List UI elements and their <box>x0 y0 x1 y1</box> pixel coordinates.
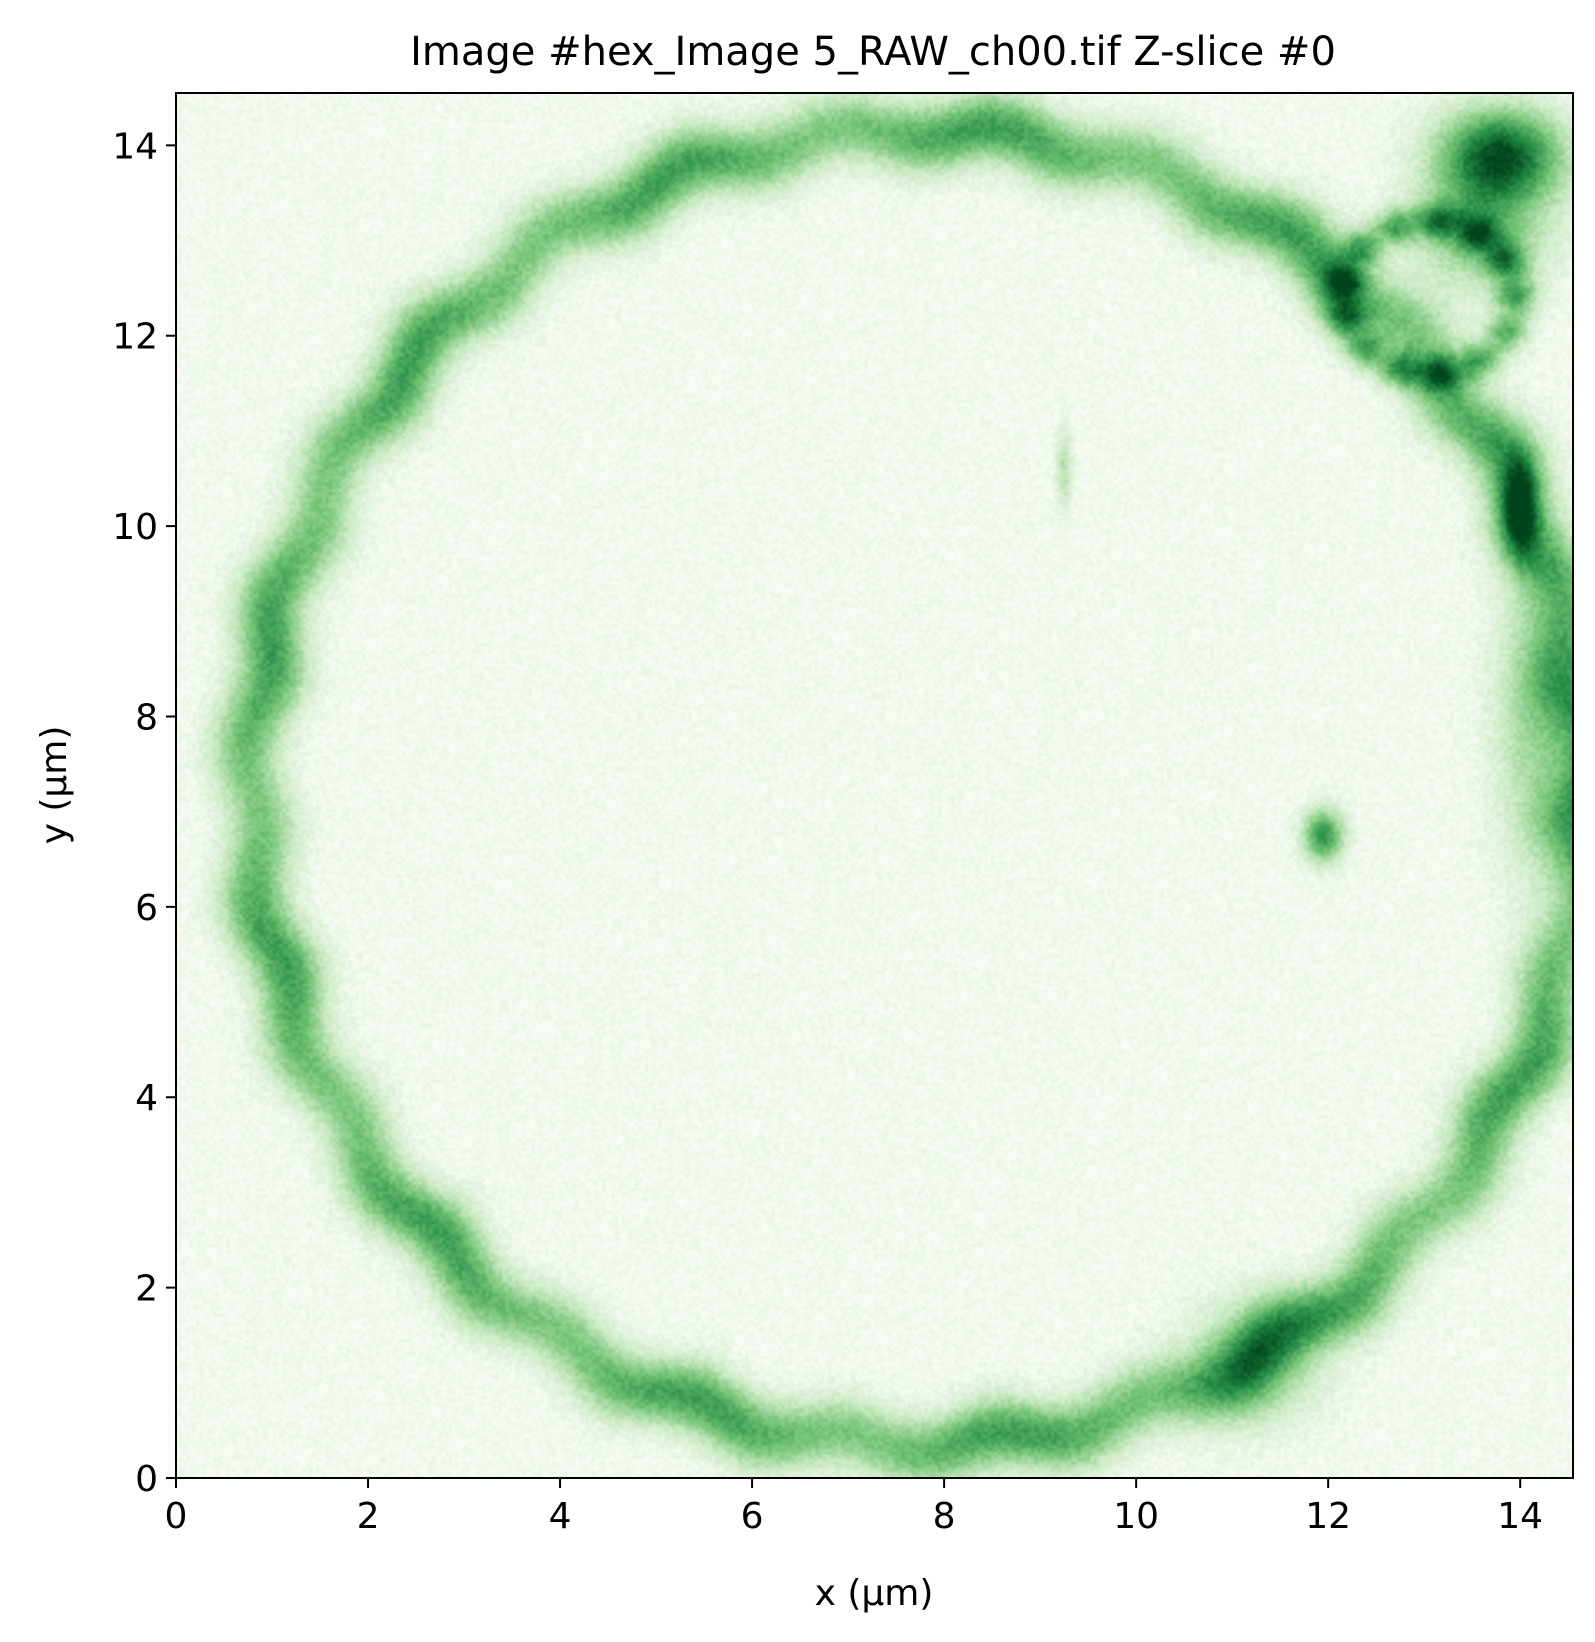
y-axis-ticks: 0 2 4 6 8 10 12 14 <box>112 126 176 1500</box>
plot-frame <box>175 92 1574 1479</box>
x-tick-label: 4 <box>549 1496 572 1537</box>
y-tick-label: 14 <box>112 126 158 167</box>
y-tick-label: 4 <box>135 1078 158 1119</box>
chart-title: Image #hex_Image 5_RAW_ch00.tif Z-slice … <box>410 29 1336 75</box>
x-tick-label: 8 <box>933 1496 956 1537</box>
x-tick-label: 12 <box>1305 1496 1351 1537</box>
x-tick-label: 10 <box>1113 1496 1159 1537</box>
y-tick-label: 10 <box>112 507 158 548</box>
y-axis-label: y (μm) <box>34 726 75 845</box>
x-tick-label: 6 <box>741 1496 764 1537</box>
y-tick-label: 12 <box>112 317 158 358</box>
x-tick-label: 14 <box>1497 1496 1543 1537</box>
y-tick-label: 0 <box>135 1459 158 1500</box>
x-axis-label: x (μm) <box>815 1573 934 1614</box>
x-tick-label: 2 <box>357 1496 380 1537</box>
heatmap-image <box>176 93 1573 1478</box>
y-tick-label: 8 <box>135 697 158 738</box>
y-tick-label: 2 <box>135 1269 158 1310</box>
x-tick-label: 0 <box>165 1496 188 1537</box>
y-tick-label: 6 <box>135 888 158 929</box>
x-axis-ticks: 0 2 4 6 8 10 12 14 <box>165 1478 1543 1537</box>
plot-area <box>175 92 1574 1479</box>
